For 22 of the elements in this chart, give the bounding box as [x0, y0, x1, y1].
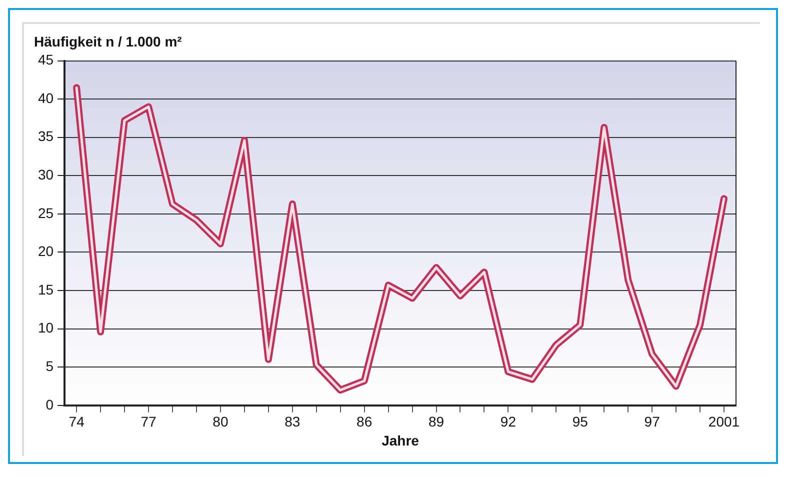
- y-tick-label: 45: [38, 52, 54, 68]
- y-tick-label: 30: [38, 166, 54, 183]
- x-tick-label: 97: [644, 414, 660, 430]
- y-tick-label: 0: [46, 396, 54, 412]
- x-tick-label: 74: [68, 414, 85, 430]
- x-tick-label: 89: [428, 414, 444, 430]
- x-tick-label: 95: [572, 414, 588, 430]
- x-tick-label: 77: [140, 414, 156, 430]
- y-tick-label: 5: [46, 358, 54, 374]
- y-axis-title: Häufigkeit n / 1.000 m²: [34, 33, 182, 50]
- y-tick-label: 35: [38, 128, 54, 144]
- x-tick-label: 92: [500, 414, 516, 430]
- y-tick-label: 15: [38, 281, 54, 298]
- y-tick-label: 25: [38, 204, 54, 221]
- y-tick-label: 20: [38, 243, 54, 260]
- x-tick-label: 83: [284, 414, 300, 430]
- y-tick-label: 40: [38, 90, 54, 106]
- x-tick-label: 86: [356, 414, 372, 430]
- x-tick-label: 80: [212, 414, 228, 430]
- y-tick-label: 10: [38, 320, 54, 336]
- x-tick-label: 2001: [708, 414, 740, 430]
- x-axis-title: Jahre: [382, 432, 420, 448]
